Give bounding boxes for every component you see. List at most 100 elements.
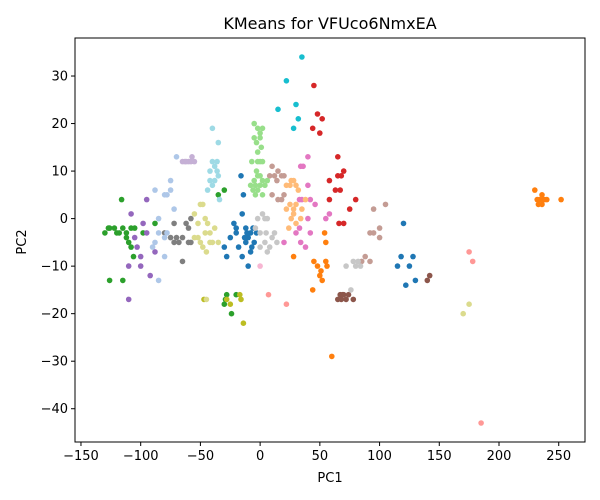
data-point — [143, 230, 150, 236]
data-point — [207, 230, 213, 236]
data-point — [125, 239, 132, 246]
data-point — [293, 220, 299, 227]
data-point — [311, 258, 317, 265]
data-point — [357, 263, 364, 269]
data-point — [211, 225, 218, 231]
data-point — [221, 301, 228, 308]
data-point — [128, 244, 134, 250]
data-point — [137, 253, 144, 260]
data-point — [321, 230, 328, 236]
data-point — [558, 196, 564, 203]
data-point — [275, 106, 281, 113]
data-point — [137, 263, 144, 269]
data-point — [307, 196, 314, 203]
y-tick-label: 0 — [60, 212, 68, 227]
data-point — [250, 187, 256, 193]
data-point — [403, 282, 409, 289]
data-point — [398, 253, 404, 260]
data-point — [281, 239, 287, 246]
data-point — [290, 125, 297, 132]
data-point — [293, 201, 299, 208]
data-point — [238, 173, 244, 179]
data-point — [167, 187, 174, 193]
data-point — [240, 320, 247, 327]
data-point — [237, 291, 243, 298]
data-point — [253, 139, 260, 146]
data-point — [195, 234, 201, 241]
data-point — [245, 263, 251, 269]
data-point — [278, 196, 285, 203]
data-point — [215, 192, 222, 198]
data-point — [460, 310, 467, 317]
x-tick-label: 50 — [312, 449, 329, 464]
data-point — [394, 263, 401, 269]
data-point — [227, 301, 234, 308]
data-point — [283, 301, 290, 308]
data-point — [251, 135, 257, 141]
y-tick-label: −20 — [41, 307, 68, 322]
data-point — [275, 168, 281, 174]
data-point — [257, 244, 263, 250]
data-point — [215, 139, 222, 146]
data-point — [227, 234, 234, 241]
y-tick-label: 30 — [51, 70, 68, 85]
data-point — [266, 173, 273, 179]
data-point — [287, 182, 293, 189]
y-tick-label: −40 — [41, 402, 68, 417]
data-point — [182, 158, 188, 165]
data-point — [323, 215, 329, 222]
data-point — [233, 230, 239, 236]
data-point — [240, 192, 247, 198]
data-point — [188, 215, 194, 222]
data-point — [179, 258, 186, 265]
data-point — [128, 211, 134, 217]
data-point — [238, 296, 244, 303]
data-point — [262, 239, 268, 246]
data-point — [317, 130, 323, 136]
data-point — [228, 310, 235, 317]
data-point — [207, 168, 213, 174]
data-point — [106, 277, 113, 284]
data-point — [173, 154, 180, 160]
ticks-layer: −150 −100 −50 0 50 100 150 200 250−40−30−20−1001… — [41, 70, 572, 464]
data-point — [147, 272, 153, 279]
data-point — [337, 187, 344, 193]
data-point — [295, 187, 302, 193]
data-point — [262, 182, 268, 189]
data-point — [259, 192, 266, 198]
data-point — [259, 177, 266, 184]
data-point — [263, 230, 269, 236]
data-point — [266, 244, 273, 250]
data-point — [200, 244, 206, 250]
x-tick-label: −50 — [187, 449, 214, 464]
data-point — [223, 253, 230, 260]
data-point — [152, 249, 158, 255]
data-point — [299, 206, 305, 212]
x-tick-label: −150 — [63, 449, 99, 464]
data-point — [251, 177, 257, 184]
data-point — [367, 258, 373, 265]
data-point — [319, 116, 326, 122]
data-point — [309, 125, 316, 132]
data-point — [257, 135, 263, 141]
data-point — [283, 78, 290, 84]
data-point — [235, 244, 242, 250]
data-point — [265, 291, 272, 298]
x-tick-label: 150 — [427, 449, 452, 464]
data-point — [293, 230, 299, 236]
data-point — [290, 206, 297, 212]
data-point — [400, 220, 407, 227]
data-point — [352, 196, 359, 203]
data-point — [252, 192, 259, 198]
data-point — [152, 239, 158, 246]
data-point — [185, 225, 192, 231]
data-point — [281, 173, 287, 179]
data-point — [293, 101, 299, 108]
data-point — [257, 230, 263, 236]
data-point — [296, 225, 303, 231]
data-point — [125, 296, 132, 303]
data-point — [406, 263, 413, 269]
data-point — [167, 177, 174, 184]
data-point — [171, 220, 177, 227]
